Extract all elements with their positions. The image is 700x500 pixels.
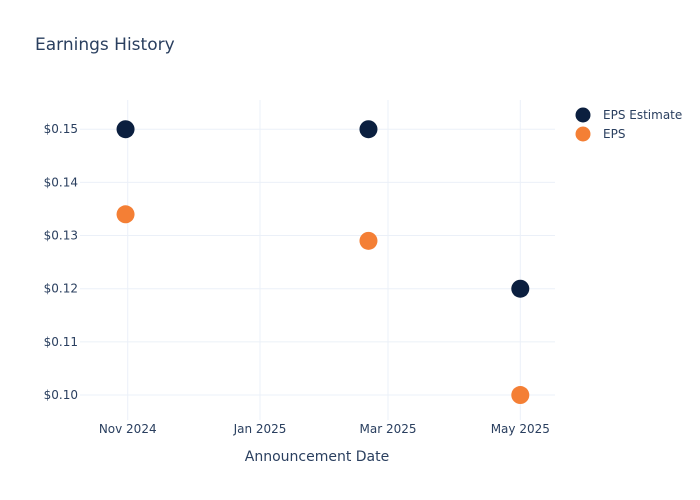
legend-marker (575, 126, 591, 142)
eps-estimate-point[interactable] (116, 120, 135, 139)
eps-point[interactable] (511, 386, 530, 405)
grid (80, 100, 555, 420)
plot-points (116, 120, 530, 405)
legend-item[interactable]: EPS Estimate (575, 107, 683, 123)
legend-label: EPS (603, 127, 625, 141)
eps-estimate-point[interactable] (511, 279, 530, 298)
y-tick-label: $0.11 (44, 335, 78, 349)
x-tick-label: Nov 2024 (99, 422, 157, 436)
y-tick-label: $0.10 (44, 388, 78, 402)
y-tick-label: $0.13 (44, 229, 78, 243)
x-axis-title: Announcement Date (245, 449, 389, 465)
x-tick-label: Jan 2025 (233, 422, 287, 436)
y-axis: $0.10 $0.11 $0.12 $0.13 $0.14 $0.15 (44, 122, 78, 402)
x-tick-label: Mar 2025 (359, 422, 416, 436)
eps-estimate-point[interactable] (359, 120, 378, 139)
legend-label: EPS Estimate (603, 108, 682, 122)
eps-point[interactable] (359, 231, 378, 250)
legend[interactable]: EPS Estimate EPS (575, 107, 683, 142)
y-tick-label: $0.15 (44, 122, 78, 136)
y-tick-label: $0.12 (44, 282, 78, 296)
legend-item[interactable]: EPS (575, 126, 626, 142)
y-tick-label: $0.14 (44, 175, 78, 189)
x-tick-label: May 2025 (491, 422, 550, 436)
legend-marker (575, 107, 591, 123)
eps-point[interactable] (116, 205, 135, 224)
x-axis: Nov 2024 Jan 2025 Mar 2025 May 2025 (99, 422, 550, 436)
chart-title: Earnings History (35, 35, 175, 55)
